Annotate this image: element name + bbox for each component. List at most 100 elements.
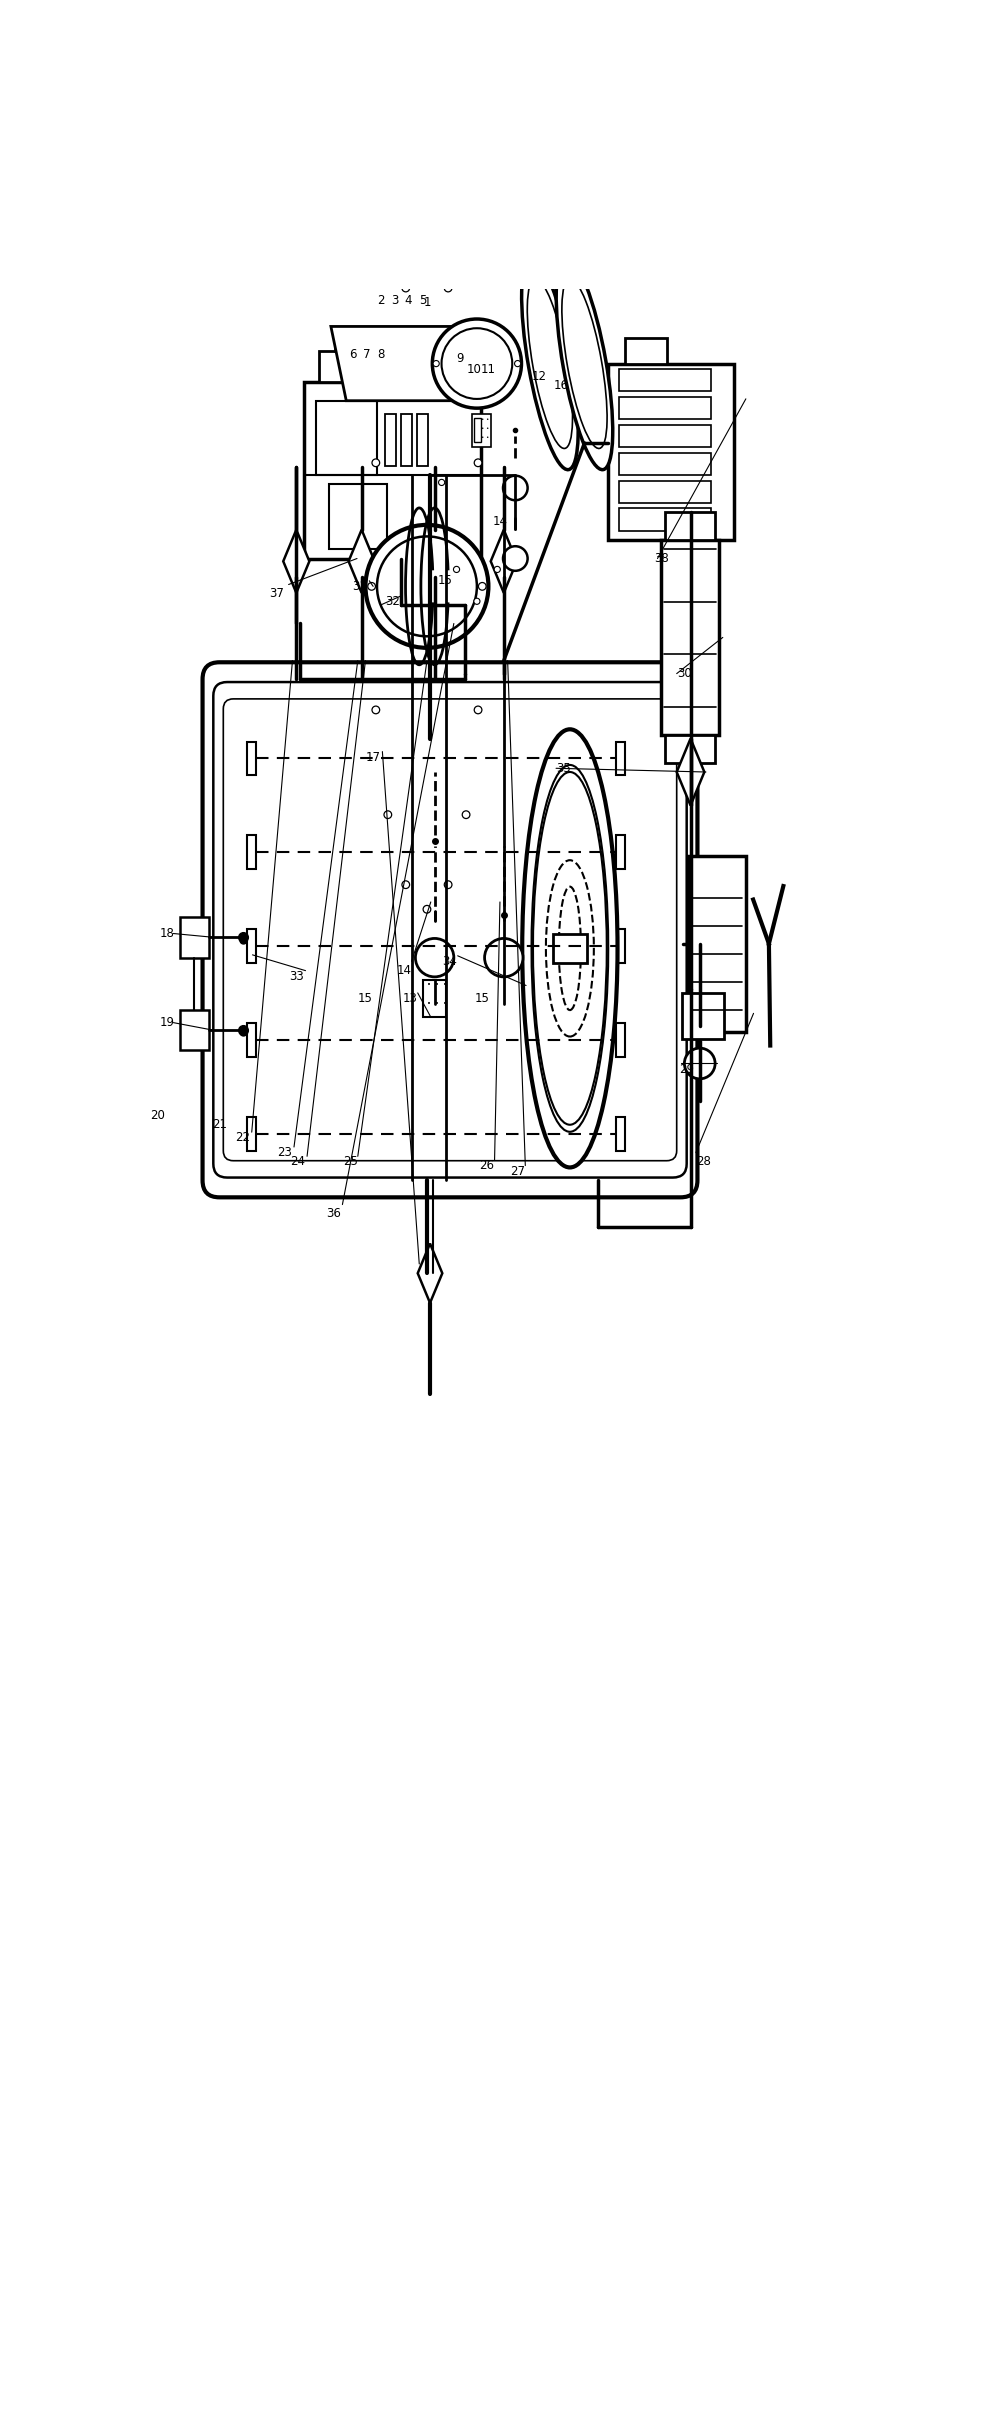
- Text: 28: 28: [697, 1155, 711, 1169]
- Text: 17: 17: [365, 750, 380, 764]
- Text: 14: 14: [396, 964, 411, 976]
- Text: 35: 35: [556, 762, 571, 774]
- Circle shape: [494, 567, 500, 571]
- Polygon shape: [418, 1244, 442, 1302]
- Circle shape: [384, 354, 391, 362]
- Bar: [417, 415, 428, 465]
- Bar: [619, 480, 712, 504]
- Text: 23: 23: [277, 1145, 292, 1160]
- Circle shape: [478, 583, 486, 591]
- Circle shape: [384, 810, 391, 817]
- Text: 4: 4: [405, 294, 412, 306]
- Text: 32: 32: [385, 596, 400, 608]
- Bar: [180, 916, 209, 957]
- Circle shape: [372, 706, 379, 714]
- Text: 16: 16: [554, 379, 569, 393]
- Circle shape: [402, 880, 409, 890]
- Text: 5: 5: [418, 294, 426, 306]
- Bar: [608, 364, 735, 540]
- Text: •: •: [443, 1001, 447, 1008]
- Text: •: •: [485, 427, 489, 432]
- Bar: [625, 338, 668, 364]
- Text: 33: 33: [289, 969, 303, 984]
- Text: 9: 9: [456, 352, 464, 364]
- Text: •: •: [435, 984, 439, 989]
- Text: •: •: [427, 984, 431, 989]
- Text: •: •: [485, 436, 489, 441]
- Bar: [248, 928, 256, 962]
- Bar: [471, 415, 491, 446]
- Ellipse shape: [522, 258, 578, 470]
- Text: •: •: [481, 436, 484, 441]
- Polygon shape: [348, 530, 374, 593]
- Text: 24: 24: [290, 1155, 305, 1169]
- Circle shape: [503, 475, 528, 499]
- Bar: [619, 509, 712, 530]
- Bar: [662, 540, 719, 735]
- Polygon shape: [283, 530, 309, 593]
- Bar: [665, 511, 716, 540]
- Text: 3: 3: [391, 294, 398, 306]
- Bar: [329, 485, 387, 550]
- Circle shape: [372, 458, 379, 468]
- Text: •: •: [435, 1001, 439, 1008]
- Bar: [616, 1116, 625, 1150]
- Circle shape: [485, 938, 523, 976]
- Circle shape: [462, 810, 470, 817]
- Ellipse shape: [522, 728, 618, 1167]
- Text: 13: 13: [402, 991, 417, 1005]
- Text: 15: 15: [437, 574, 452, 588]
- Circle shape: [402, 284, 409, 292]
- Text: 11: 11: [481, 362, 496, 376]
- Bar: [619, 424, 712, 446]
- Text: 8: 8: [377, 347, 384, 362]
- Text: 18: 18: [160, 926, 175, 940]
- Circle shape: [509, 241, 515, 248]
- Text: 29: 29: [680, 1063, 695, 1075]
- Text: 25: 25: [342, 1155, 357, 1169]
- Text: 20: 20: [151, 1109, 166, 1121]
- Polygon shape: [677, 738, 705, 805]
- Circle shape: [432, 318, 522, 407]
- Text: 34: 34: [442, 955, 457, 967]
- Text: 26: 26: [479, 1160, 494, 1172]
- Circle shape: [438, 480, 445, 485]
- Bar: [616, 928, 625, 962]
- Bar: [553, 933, 587, 964]
- Polygon shape: [331, 325, 473, 400]
- Circle shape: [474, 123, 480, 128]
- Text: 15: 15: [475, 991, 490, 1005]
- Bar: [619, 453, 712, 475]
- Text: •: •: [443, 984, 447, 989]
- Bar: [616, 837, 625, 868]
- Text: •: •: [485, 417, 489, 422]
- Text: 37: 37: [269, 588, 284, 600]
- Circle shape: [433, 362, 439, 366]
- Circle shape: [423, 907, 431, 914]
- Bar: [304, 383, 481, 559]
- Bar: [319, 350, 465, 383]
- Circle shape: [444, 284, 452, 292]
- Text: 14: 14: [492, 516, 507, 528]
- Polygon shape: [421, 530, 448, 593]
- Ellipse shape: [556, 258, 613, 470]
- Text: 7: 7: [363, 347, 370, 362]
- Circle shape: [509, 480, 515, 485]
- Circle shape: [462, 354, 470, 362]
- Circle shape: [474, 706, 482, 714]
- Text: •: •: [481, 427, 484, 432]
- Text: •: •: [427, 1001, 431, 1008]
- Bar: [384, 415, 396, 465]
- Circle shape: [438, 241, 445, 248]
- FancyBboxPatch shape: [203, 663, 698, 1198]
- Circle shape: [368, 583, 375, 591]
- Circle shape: [503, 547, 528, 571]
- Text: 22: 22: [235, 1131, 250, 1145]
- Circle shape: [365, 526, 488, 649]
- Bar: [315, 400, 377, 475]
- Text: 12: 12: [532, 369, 547, 383]
- Circle shape: [423, 260, 431, 268]
- Circle shape: [453, 567, 460, 571]
- Bar: [180, 1010, 209, 1051]
- Bar: [423, 979, 446, 1017]
